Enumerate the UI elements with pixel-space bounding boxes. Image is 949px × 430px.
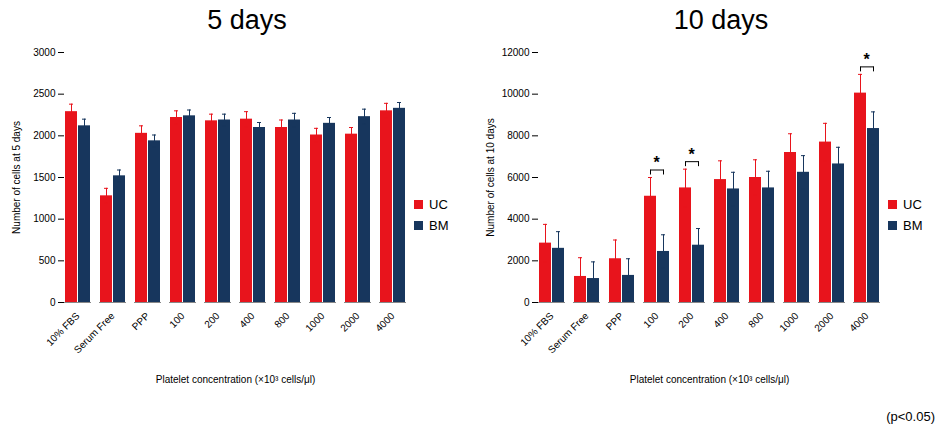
svg-text:Number of cells at 10 days: Number of cells at 10 days bbox=[485, 118, 496, 236]
html-text:5 days: 5 days bbox=[207, 5, 287, 35]
svg-text:1500: 1500 bbox=[33, 172, 56, 183]
svg-text:*: * bbox=[688, 146, 695, 163]
svg-text:Serum Free: Serum Free bbox=[546, 310, 591, 355]
svg-text:Platelet concentration (×10³ c: Platelet concentration (×10³ cells/μl) bbox=[630, 374, 789, 385]
svg-text:12000: 12000 bbox=[502, 47, 530, 58]
svg-text:2500: 2500 bbox=[33, 88, 56, 99]
svg-text:0: 0 bbox=[50, 297, 56, 308]
svg-text:2000: 2000 bbox=[507, 255, 530, 266]
svg-text:*: * bbox=[863, 51, 870, 68]
svg-text:*: * bbox=[653, 154, 660, 171]
svg-text:4000: 4000 bbox=[847, 310, 871, 334]
svg-text:4000: 4000 bbox=[373, 310, 397, 334]
svg-text:2000: 2000 bbox=[812, 310, 836, 334]
html-text:(p<0.05): (p<0.05) bbox=[886, 409, 935, 424]
svg-text:800: 800 bbox=[746, 310, 766, 330]
svg-text:Number of cells at 5 days: Number of cells at 5 days bbox=[11, 121, 22, 234]
svg-text:1000: 1000 bbox=[303, 310, 327, 334]
svg-text:800: 800 bbox=[272, 310, 292, 330]
svg-text:200: 200 bbox=[202, 310, 222, 330]
svg-text:10% FBS: 10% FBS bbox=[44, 310, 82, 348]
svg-text:400: 400 bbox=[237, 310, 257, 330]
svg-text:6000: 6000 bbox=[507, 172, 530, 183]
svg-text:10000: 10000 bbox=[502, 88, 530, 99]
html-text:UC: UC bbox=[903, 197, 922, 212]
html-text:BM: BM bbox=[903, 218, 923, 233]
svg-text:2000: 2000 bbox=[33, 130, 56, 141]
html-text:BM: BM bbox=[429, 218, 449, 233]
svg-text:4000: 4000 bbox=[507, 213, 530, 224]
svg-text:400: 400 bbox=[711, 310, 731, 330]
svg-text:Serum Free: Serum Free bbox=[72, 310, 117, 355]
svg-text:0: 0 bbox=[524, 297, 530, 308]
svg-text:1000: 1000 bbox=[33, 213, 56, 224]
svg-text:1000: 1000 bbox=[777, 310, 801, 334]
svg-text:500: 500 bbox=[39, 255, 56, 266]
svg-text:Platelet concentration (×10³ c: Platelet concentration (×10³ cells/μl) bbox=[156, 374, 315, 385]
svg-text:100: 100 bbox=[641, 310, 661, 330]
svg-text:PPP: PPP bbox=[130, 310, 152, 332]
svg-text:8000: 8000 bbox=[507, 130, 530, 141]
svg-text:10% FBS: 10% FBS bbox=[518, 310, 556, 348]
svg-text:200: 200 bbox=[676, 310, 696, 330]
svg-text:PPP: PPP bbox=[604, 310, 626, 332]
svg-text:100: 100 bbox=[167, 310, 187, 330]
html-text:UC: UC bbox=[429, 197, 448, 212]
svg-text:3000: 3000 bbox=[33, 47, 56, 58]
html-text:10 days: 10 days bbox=[673, 5, 769, 35]
svg-text:2000: 2000 bbox=[338, 310, 362, 334]
